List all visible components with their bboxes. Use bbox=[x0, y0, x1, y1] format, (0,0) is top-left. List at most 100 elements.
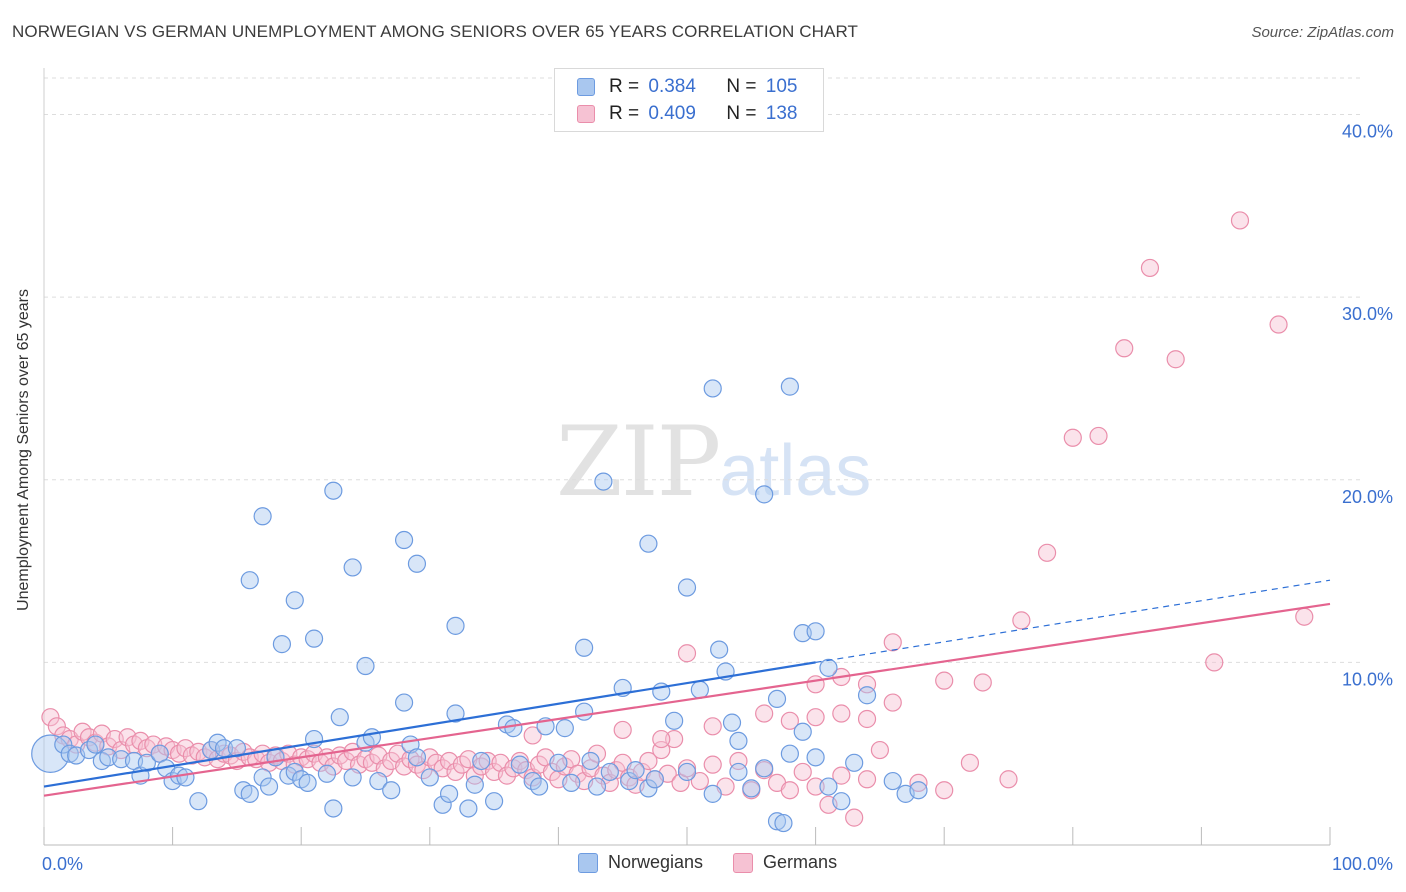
norwegians-point bbox=[909, 781, 928, 800]
x-tick-label-min: 0.0% bbox=[42, 854, 83, 874]
legend-row-germans: R = 0.409 N = 138 bbox=[577, 103, 797, 125]
germans-point bbox=[1230, 211, 1250, 230]
y-axis-label: Unemployment Among Seniors over 65 years bbox=[15, 289, 32, 611]
germans-point bbox=[755, 704, 774, 723]
norwegians-point bbox=[356, 656, 375, 676]
germans-point bbox=[587, 744, 607, 763]
y-axis-label-wrap: Unemployment Among Seniors over 65 years bbox=[4, 120, 44, 780]
norwegians-point bbox=[240, 571, 259, 590]
norwegians-point bbox=[472, 751, 491, 771]
germans-point bbox=[47, 717, 66, 736]
norwegians-point bbox=[343, 768, 362, 787]
norwegians-point bbox=[189, 792, 208, 811]
norwegians-point bbox=[259, 777, 279, 796]
norwegians-point bbox=[806, 622, 825, 641]
norwegians-point bbox=[639, 534, 658, 553]
norwegians-point bbox=[581, 751, 600, 771]
legend-swatch-norwegians bbox=[577, 78, 595, 96]
x-tick-label-max: 100.0% bbox=[1332, 854, 1393, 874]
correlation-legend: R = 0.384 N = 105 R = 0.409 N = 138 bbox=[554, 68, 824, 132]
norwegians-trend-extension bbox=[815, 579, 1331, 663]
source-credit: Source: ZipAtlas.com bbox=[1251, 24, 1394, 41]
germans-point bbox=[806, 777, 825, 796]
series-legend-germans[interactable]: Germans bbox=[733, 852, 837, 873]
norwegians-point bbox=[819, 777, 838, 796]
series-swatch-germans bbox=[733, 852, 754, 873]
series-label-germans: Germans bbox=[763, 852, 838, 872]
legend-swatch-germans bbox=[577, 105, 595, 123]
norwegians-point bbox=[819, 658, 838, 677]
norwegians-point bbox=[806, 748, 825, 767]
germans-point bbox=[1166, 350, 1185, 369]
germans-point bbox=[677, 644, 697, 663]
norwegians-point bbox=[407, 554, 427, 573]
norwegians-point bbox=[420, 768, 439, 787]
norwegians-point bbox=[594, 472, 613, 491]
germans-point bbox=[960, 753, 980, 772]
norwegians-point bbox=[677, 578, 697, 597]
norwegians-point bbox=[330, 708, 349, 727]
watermark-atlas: atlas bbox=[719, 431, 872, 511]
legend-r-label: R = bbox=[609, 103, 640, 124]
watermark-zip: ZIP bbox=[556, 406, 721, 518]
watermark: ZIPatlas bbox=[556, 406, 871, 518]
norwegians-point bbox=[459, 799, 478, 818]
norwegians-point bbox=[710, 640, 729, 659]
germans-point bbox=[832, 704, 851, 723]
germans-point bbox=[883, 693, 902, 712]
norwegians-point bbox=[883, 771, 902, 791]
germans-point bbox=[1295, 607, 1314, 626]
series-label-norwegians: Norwegians bbox=[608, 852, 704, 872]
norwegians-point bbox=[324, 799, 343, 818]
norwegians-point bbox=[227, 739, 246, 758]
norwegians-point bbox=[31, 734, 70, 773]
germans-point bbox=[999, 770, 1018, 789]
germans-point bbox=[973, 673, 992, 692]
norwegians-point bbox=[285, 762, 304, 782]
legend-n-value: 105 bbox=[765, 76, 798, 97]
norwegians-point bbox=[362, 728, 382, 747]
norwegians-point bbox=[272, 635, 292, 654]
norwegians-point bbox=[530, 777, 549, 796]
norwegians-point bbox=[446, 704, 465, 723]
germans-point bbox=[1269, 315, 1288, 334]
norwegians-point bbox=[780, 377, 799, 396]
norwegians-point bbox=[729, 731, 748, 751]
norwegians-point bbox=[266, 748, 285, 767]
series-swatch-norwegians bbox=[578, 852, 598, 873]
norwegians-point bbox=[575, 638, 594, 657]
norwegians-point bbox=[703, 379, 722, 398]
norwegians-point bbox=[504, 719, 523, 738]
germans-point bbox=[1012, 611, 1031, 630]
norwegians-point bbox=[729, 762, 748, 782]
germans-point bbox=[857, 709, 877, 729]
germans-point bbox=[665, 729, 684, 749]
norwegians-point bbox=[562, 773, 581, 793]
germans-point bbox=[935, 781, 954, 800]
series-legend-norwegians[interactable]: Norwegians bbox=[578, 852, 703, 873]
norwegians-point bbox=[832, 792, 851, 811]
legend-r-label: R = bbox=[609, 76, 640, 97]
germans-point bbox=[909, 773, 928, 793]
y-tick-label: 20.0% bbox=[1342, 487, 1393, 507]
norwegians-point bbox=[60, 744, 79, 763]
norwegians-point bbox=[626, 761, 645, 780]
norwegians-point bbox=[285, 591, 304, 610]
germans-point bbox=[652, 729, 671, 749]
norwegians-point bbox=[575, 702, 594, 721]
y-tick-label: 10.0% bbox=[1342, 669, 1393, 689]
norwegians-point bbox=[857, 686, 877, 705]
norwegians-point bbox=[253, 768, 272, 787]
germans-point bbox=[523, 726, 542, 745]
norwegians-point bbox=[587, 777, 607, 796]
norwegians-point bbox=[755, 485, 774, 504]
germans-point bbox=[780, 711, 799, 730]
germans-point bbox=[793, 762, 812, 782]
norwegians-point bbox=[793, 722, 812, 741]
germans-point bbox=[446, 762, 465, 782]
germans-point bbox=[935, 671, 954, 690]
legend-n-label: N = bbox=[726, 76, 757, 97]
y-tick-label: 40.0% bbox=[1342, 122, 1393, 142]
norwegians-point bbox=[690, 680, 709, 699]
